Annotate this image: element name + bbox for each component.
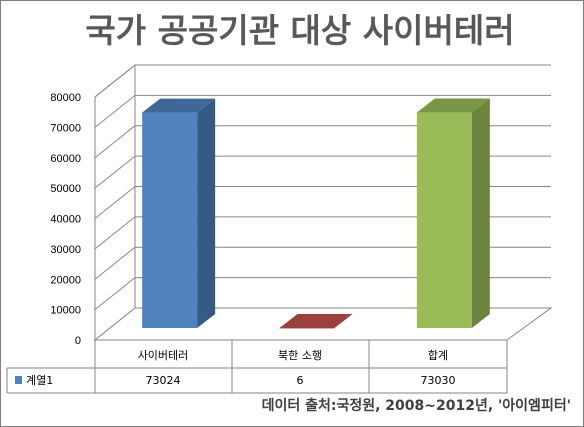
gridline-side bbox=[94, 64, 136, 98]
legend-label-series1: 계열1 bbox=[26, 374, 53, 387]
y-axis-ticks: 0 10000 20000 30000 40000 50000 60000 70000 8000… bbox=[50, 92, 81, 347]
bar-front bbox=[142, 112, 198, 329]
bar-front bbox=[416, 112, 472, 329]
gridline-side bbox=[94, 246, 136, 280]
bar-side bbox=[197, 98, 216, 329]
gridline-side bbox=[94, 125, 136, 159]
gridline-side bbox=[94, 186, 136, 219]
table-header-total: 합계 bbox=[428, 349, 448, 362]
y-tick-label: 60000 bbox=[50, 153, 81, 165]
y-tick-label: 80000 bbox=[50, 92, 81, 104]
bar-2 bbox=[279, 313, 353, 329]
table-value-cyberterror: 73024 bbox=[146, 374, 181, 387]
table-value-north-korea: 6 bbox=[297, 374, 304, 387]
bar-3 bbox=[416, 98, 490, 329]
bar-front bbox=[279, 327, 335, 329]
table-value-total: 73030 bbox=[421, 374, 456, 387]
gridline-side bbox=[94, 216, 136, 250]
y-tick-label: 30000 bbox=[50, 244, 81, 256]
gridline-side bbox=[94, 155, 136, 189]
chart-title: 국가 공공기관 대상 사이버테러 bbox=[85, 11, 514, 50]
y-tick-label: 0 bbox=[75, 335, 81, 347]
bars bbox=[142, 98, 490, 329]
gridline-side bbox=[94, 94, 136, 128]
legend-key-series1 bbox=[15, 376, 22, 384]
bar-side bbox=[471, 98, 490, 329]
gridline-side bbox=[94, 277, 136, 311]
bar-1 bbox=[142, 98, 216, 329]
source-note: 데이터 출처:국정원, 2008~2012년, '아이엠피터' bbox=[262, 397, 571, 414]
y-tick-label: 10000 bbox=[50, 305, 81, 317]
bar-side bbox=[334, 313, 353, 328]
table-header-north-korea: 북한 소행 bbox=[278, 349, 322, 362]
y-tick-label: 50000 bbox=[50, 183, 81, 195]
table-header-cyberterror: 사이버테러 bbox=[138, 349, 189, 362]
bar-top bbox=[142, 98, 216, 113]
y-tick-label: 20000 bbox=[50, 274, 81, 286]
bar-top bbox=[416, 98, 490, 113]
data-table: 사이버테러 북한 소행 합계 계열1 73024 6 73030 bbox=[6, 339, 508, 394]
y-tick-label: 40000 bbox=[50, 214, 81, 226]
bar-top bbox=[279, 313, 353, 328]
y-tick-label: 70000 bbox=[50, 122, 81, 134]
